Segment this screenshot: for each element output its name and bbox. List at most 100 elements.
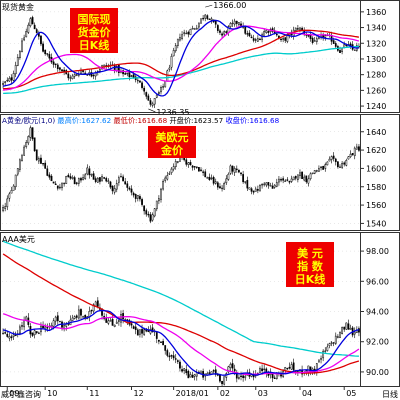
- candle-body: [219, 30, 221, 33]
- candle-body: [151, 214, 154, 221]
- candle-body: [166, 350, 169, 356]
- candle-body: [21, 40, 23, 52]
- candle-body: [311, 37, 314, 43]
- high-value: 1627.62: [81, 116, 113, 125]
- candle-body: [101, 176, 103, 181]
- candle-body: [132, 74, 135, 79]
- candle-body: [162, 341, 164, 346]
- candle-body: [130, 323, 133, 326]
- candle-body: [12, 334, 15, 337]
- candle-body: [296, 174, 299, 180]
- candle-body: [227, 366, 230, 373]
- candle-body: [90, 174, 93, 176]
- candle-body: [71, 177, 74, 179]
- candle-body: [132, 192, 135, 196]
- y-tick-label: 1580: [366, 183, 386, 192]
- candle-body: [191, 374, 194, 378]
- ma-line-magenta: [3, 25, 360, 91]
- candle-body: [216, 25, 219, 31]
- candle-body: [250, 36, 253, 39]
- candle-body: [86, 167, 89, 175]
- open-label: 开盘价:: [169, 116, 193, 125]
- candle-body: [343, 44, 346, 48]
- candle-body: [92, 74, 95, 77]
- candle-body: [185, 32, 188, 35]
- candle-body: [25, 142, 28, 148]
- candle-body: [208, 18, 211, 20]
- candle-body: [206, 177, 209, 179]
- candle-body: [202, 171, 204, 173]
- candle-body: [204, 171, 207, 178]
- candle-body: [124, 73, 127, 75]
- candle-body: [299, 27, 301, 31]
- candle-body: [176, 38, 179, 46]
- candle-body: [147, 95, 150, 101]
- candle-body: [273, 184, 276, 188]
- candle-body: [8, 78, 11, 82]
- badge-text-line: 国际现: [78, 12, 111, 26]
- candle-body: [195, 27, 198, 30]
- candle-body: [48, 174, 51, 178]
- candle-body: [238, 169, 240, 173]
- candle-body: [358, 146, 360, 151]
- candle-body: [334, 43, 337, 47]
- candle-body: [347, 323, 350, 330]
- info-row: A黄金/欧元(1,0) 最高价:1627.62 最低价:1616.68 开盘价:…: [2, 116, 280, 125]
- candle-body: [328, 158, 331, 162]
- candle-body: [198, 22, 200, 28]
- close-label: 收盘价:: [225, 116, 249, 125]
- candle-body: [126, 72, 129, 75]
- candle-body: [179, 37, 181, 41]
- candle-body: [105, 178, 108, 182]
- candle-body: [130, 188, 133, 193]
- candle-body: [355, 146, 358, 150]
- candle-body: [82, 177, 84, 180]
- candle-body: [46, 168, 49, 176]
- x-tick-label: 11: [89, 389, 99, 398]
- candle-body: [132, 326, 135, 329]
- badge-text-line: 货金价: [77, 25, 112, 39]
- candle-body: [214, 369, 217, 375]
- candle-body: [158, 198, 160, 202]
- ma-line-blue: [2, 19, 359, 97]
- candle-body: [73, 177, 76, 185]
- candle-body: [332, 342, 335, 344]
- candle-body: [96, 300, 99, 307]
- candle-body: [233, 368, 236, 372]
- y-tick-label: 96.00: [366, 277, 389, 286]
- candle-body: [80, 70, 82, 74]
- candle-body: [242, 174, 245, 183]
- euro-gold-pane: 1540 1560 1580 1600 1620 1640 A黄金/欧元(1,0) 最高价:…: [0, 114, 400, 231]
- candle-body: [315, 38, 318, 42]
- candle-body: [229, 23, 232, 27]
- candle-body: [61, 182, 63, 189]
- candle-body: [353, 331, 356, 335]
- candle-body: [343, 326, 346, 330]
- candle-body: [284, 37, 287, 41]
- candle-body: [33, 137, 36, 152]
- candle-body: [187, 371, 190, 379]
- candle-body: [244, 181, 247, 183]
- candle-body: [347, 156, 350, 160]
- candle-body: [117, 177, 120, 183]
- y-tick-label: 1320: [366, 39, 386, 48]
- candle-body: [59, 67, 61, 70]
- high-label: 最高价:: [57, 116, 81, 125]
- candle-body: [235, 20, 238, 24]
- candle-body: [12, 73, 15, 81]
- candle-body: [54, 183, 57, 185]
- candle-body: [122, 70, 124, 74]
- candle-body: [280, 179, 282, 181]
- candle-body: [42, 325, 44, 329]
- candle-body: [61, 69, 63, 72]
- candle-body: [16, 56, 19, 66]
- candle-body: [27, 136, 30, 144]
- candle-body: [208, 372, 211, 374]
- candle-body: [8, 336, 11, 339]
- candle-body: [294, 175, 297, 179]
- candle-body: [145, 92, 148, 97]
- candle-body: [341, 162, 343, 168]
- candle-body: [40, 157, 42, 164]
- candle-body: [23, 319, 25, 328]
- candle-body: [225, 178, 228, 184]
